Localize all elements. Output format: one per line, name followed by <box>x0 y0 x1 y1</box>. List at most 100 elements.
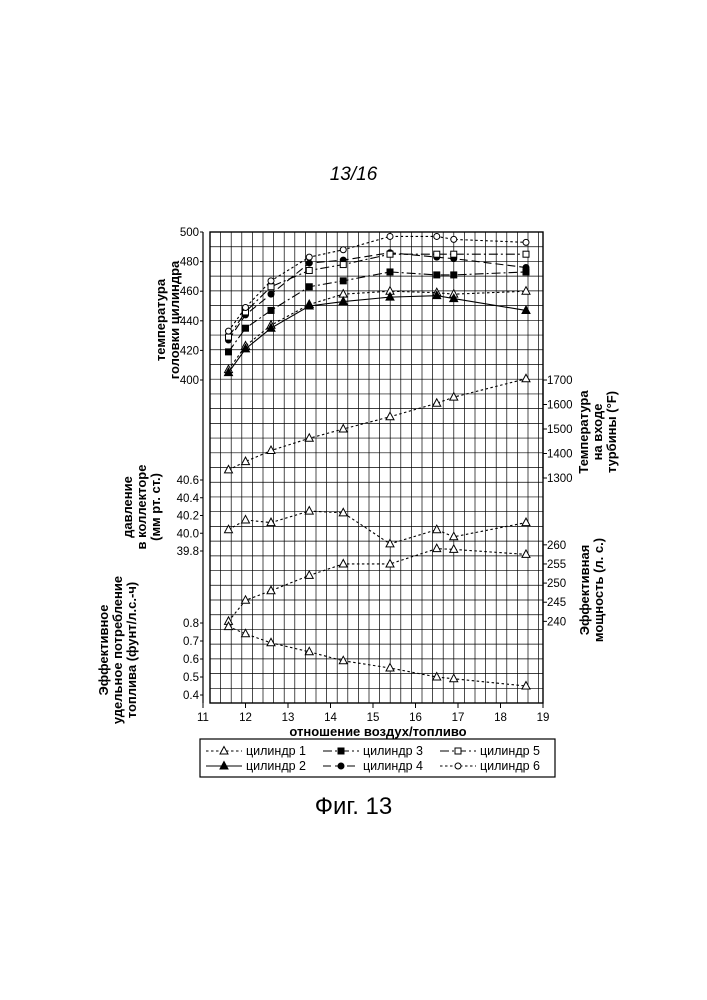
data-point-marker <box>340 247 346 253</box>
data-point-marker <box>338 763 344 769</box>
y-tick-label: 440 <box>180 316 199 328</box>
data-point-marker <box>268 291 274 297</box>
data-point-marker <box>455 748 461 754</box>
series <box>225 233 531 689</box>
x-tick-label: 17 <box>452 712 465 724</box>
data-point-marker <box>523 265 529 271</box>
data-point-marker <box>386 664 394 672</box>
data-point-marker <box>455 763 461 769</box>
data-point-marker <box>523 251 529 257</box>
series-цилиндр-6 <box>226 233 530 334</box>
data-point-marker <box>305 507 313 515</box>
data-point-marker <box>522 374 530 382</box>
data-point-marker <box>243 304 249 310</box>
y-tick-label: 1500 <box>547 424 573 436</box>
y-axis-label-line: топлива (фунт/л.с.-ч) <box>124 582 139 718</box>
y-axis-label-line: температура <box>153 278 168 361</box>
y-tick-label: 240 <box>547 616 566 628</box>
y-tick-label: 1700 <box>547 375 573 387</box>
data-point-marker <box>340 262 346 268</box>
data-point-marker <box>242 596 250 604</box>
y-tick-label: 0.7 <box>183 636 199 648</box>
y-tick-label: 400 <box>180 375 199 387</box>
legend-label: цилиндр 6 <box>480 759 540 773</box>
y-axis-label-line: удельное потребление <box>110 576 125 724</box>
y-tick-label: 460 <box>180 286 199 298</box>
figure-caption: Фиг. 13 <box>0 793 707 821</box>
y-tick-label: 40.0 <box>177 528 199 540</box>
y-axis-label-line: Температура <box>576 390 591 474</box>
data-point-marker <box>522 550 530 558</box>
x-axis-label: отношение воздух/топливо <box>289 724 466 739</box>
data-point-marker <box>451 251 457 257</box>
x-tick-label: 12 <box>239 712 252 724</box>
legend-label: цилиндр 1 <box>246 744 306 758</box>
y-tick-label: 0.8 <box>183 618 199 630</box>
y-axis-label-line: на входе <box>590 404 605 461</box>
data-point-marker <box>434 233 440 239</box>
x-tick-label: 19 <box>537 712 550 724</box>
y-tick-label: 40.2 <box>177 511 199 523</box>
data-point-marker <box>386 412 394 420</box>
y-tick-label: 0.5 <box>183 672 199 684</box>
y-tick-label: 0.4 <box>183 690 200 702</box>
y-axis-label-line: в коллекторе <box>134 465 149 550</box>
data-point-marker <box>450 545 458 553</box>
legend-label: цилиндр 5 <box>480 744 540 758</box>
data-point-marker <box>451 272 457 278</box>
data-point-marker <box>306 254 312 260</box>
data-point-marker <box>306 260 312 266</box>
y-axis-label-line: Эффективное <box>96 605 111 696</box>
y-tick-label: 250 <box>547 578 566 590</box>
y-axis-label: Эффективноеудельное потреблениетоплива (… <box>96 576 139 724</box>
data-point-marker <box>522 518 530 526</box>
data-point-marker <box>434 251 440 257</box>
data-point-marker <box>268 307 274 313</box>
data-point-marker <box>243 325 249 331</box>
data-point-marker <box>450 674 458 682</box>
y-axis-label-line: (мм рт. ст.) <box>148 473 163 541</box>
data-point-marker <box>268 278 274 284</box>
y-tick-label: 0.6 <box>183 654 199 666</box>
x-tick-label: 13 <box>282 712 295 724</box>
data-point-marker <box>339 559 347 567</box>
y-tick-label: 500 <box>180 227 199 239</box>
data-point-marker <box>226 334 232 340</box>
data-point-marker <box>387 233 393 239</box>
data-point-marker <box>433 544 441 552</box>
y-tick-label: 480 <box>180 257 199 269</box>
legend-label: цилиндр 2 <box>246 759 306 773</box>
y-tick-label: 420 <box>180 345 199 357</box>
y-tick-label: 1400 <box>547 449 573 461</box>
y-axis-label-line: турбины (°F) <box>604 391 619 473</box>
data-point-marker <box>523 239 529 245</box>
data-point-marker <box>306 267 312 273</box>
legend-label: цилиндр 3 <box>363 744 423 758</box>
y-tick-label: 1300 <box>547 473 573 485</box>
data-point-marker <box>338 748 344 754</box>
data-point-marker <box>434 272 440 278</box>
data-point-marker <box>306 284 312 290</box>
data-point-marker <box>226 349 232 355</box>
data-point-marker <box>386 539 394 547</box>
x-tick-label: 16 <box>409 712 422 724</box>
series-line <box>229 511 527 544</box>
data-point-marker <box>522 287 530 295</box>
y-tick-label: 40.6 <box>177 475 199 487</box>
legend-label: цилиндр 4 <box>363 759 423 773</box>
x-tick-label: 15 <box>367 712 380 724</box>
data-point-marker <box>339 508 347 516</box>
y-axis-label: Эффективнаямощность (л. с.) <box>577 538 606 642</box>
y-tick-label: 245 <box>547 597 566 609</box>
data-point-marker <box>387 269 393 275</box>
series-цилиндр-2 <box>225 291 531 375</box>
series-line <box>229 627 527 686</box>
y-axis-label: давлениев коллекторе(мм рт. ст.) <box>120 465 163 550</box>
series-цилиндр-1 <box>225 622 531 689</box>
axes: 111213141516171819отношение воздух/топли… <box>96 227 619 739</box>
y-axis-label-line: головки цилиндра <box>167 260 182 379</box>
x-tick-label: 18 <box>494 712 507 724</box>
y-axis-label-line: давление <box>120 476 135 538</box>
x-tick-label: 14 <box>324 712 337 724</box>
data-point-marker <box>305 434 313 442</box>
